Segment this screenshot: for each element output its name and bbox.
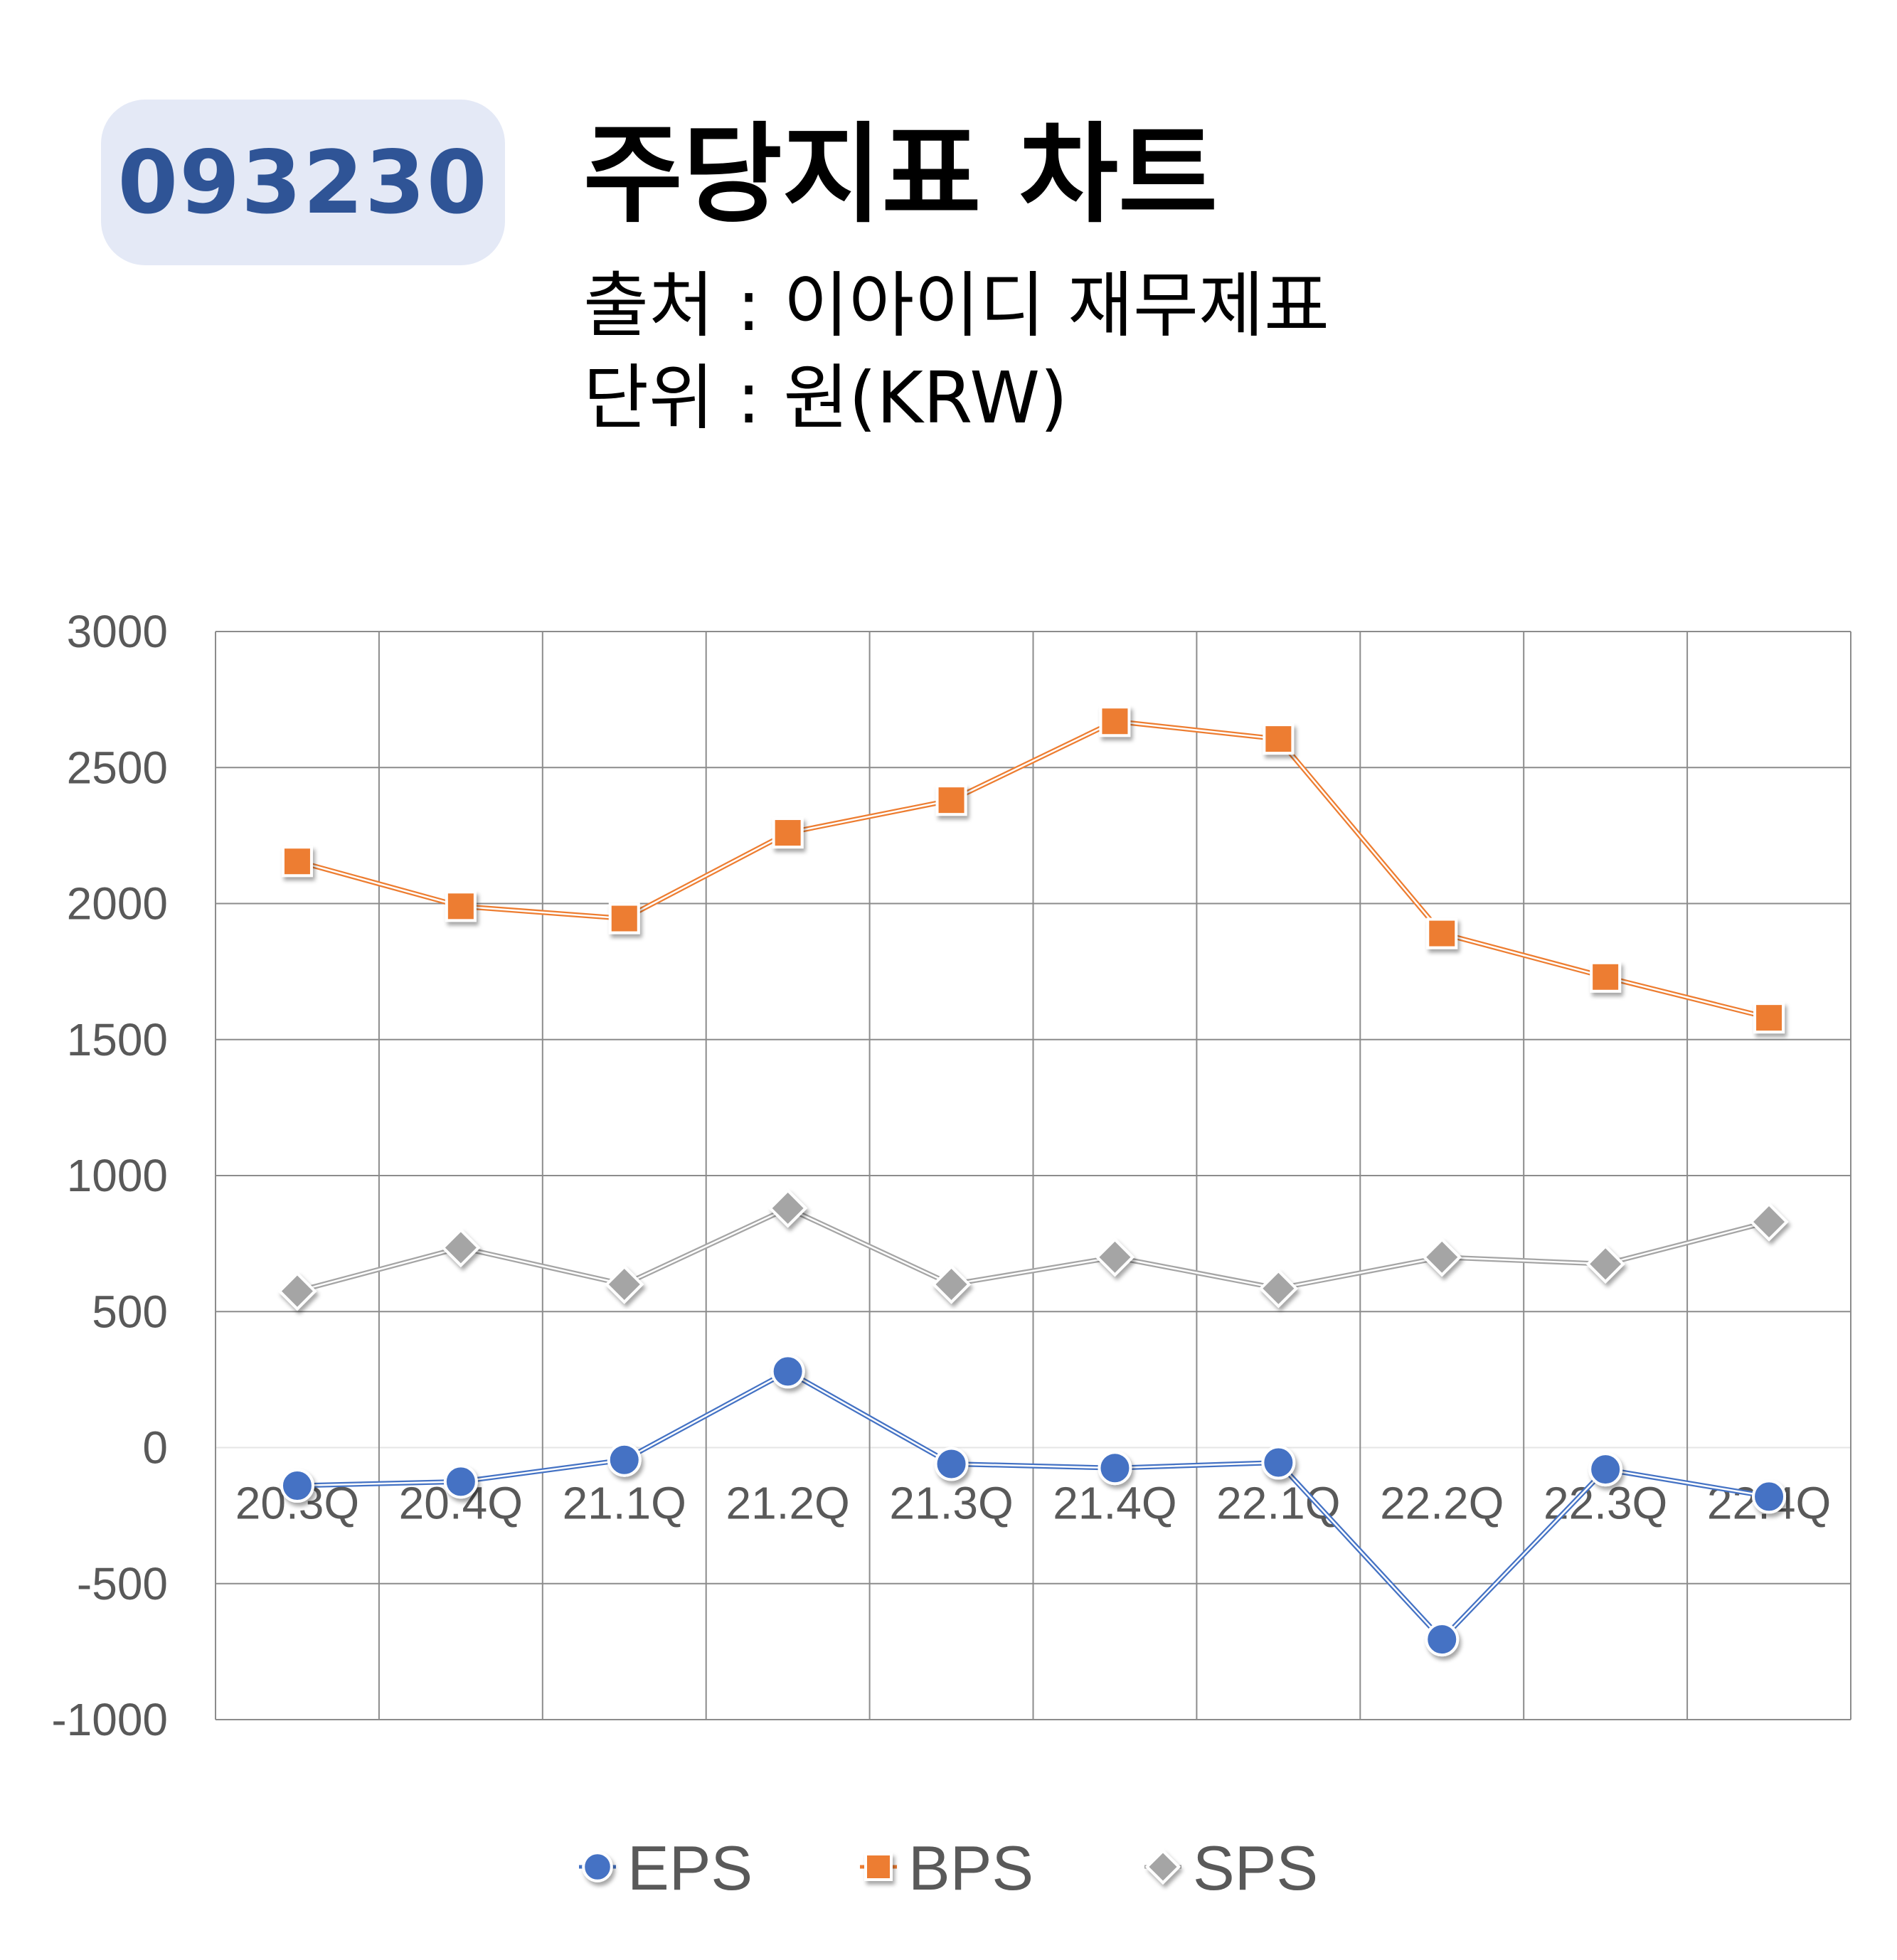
legend-marker: [1144, 1848, 1181, 1885]
y-tick-label: 2000: [67, 878, 168, 930]
legend-marker: [582, 1851, 613, 1882]
legend-item-sps: SPS: [1144, 1833, 1318, 1903]
bps-point: [1099, 705, 1131, 737]
sps-point: [441, 1227, 481, 1267]
ticker-badge: 093230: [101, 100, 505, 265]
eps-point: [770, 1354, 805, 1389]
legend-label: SPS: [1193, 1833, 1318, 1903]
bps-line-inner: [297, 720, 1770, 1019]
source-line: 출처 : 이아이디 재무제표: [583, 264, 1330, 347]
legend: EPS BPS SPS: [579, 1833, 1318, 1903]
sps-point: [1749, 1202, 1789, 1242]
y-tick-label: 1000: [67, 1150, 168, 1201]
legend-item-bps: BPS: [860, 1833, 1033, 1903]
bps-point: [445, 890, 477, 922]
series-bps: [281, 705, 1785, 1034]
legend-label: BPS: [908, 1833, 1033, 1903]
bps-point: [281, 846, 313, 878]
sps-point: [931, 1264, 972, 1304]
bps-point: [1590, 961, 1622, 993]
legend-marker: [864, 1853, 893, 1881]
eps-point: [1752, 1479, 1787, 1514]
y-axis: 3000 2500 2000 1500 1000 500 0 -500 -1000: [51, 606, 168, 1745]
bps-point: [608, 902, 640, 934]
eps-point: [607, 1442, 642, 1477]
sps-point: [1258, 1269, 1298, 1309]
x-tick-label: 22.1Q: [1216, 1478, 1340, 1529]
series-sps: [277, 1188, 1789, 1311]
series-layer: [277, 705, 1789, 1657]
eps-point: [1425, 1622, 1460, 1657]
eps-point: [934, 1447, 969, 1481]
x-tick-label: 21.1Q: [563, 1478, 686, 1529]
sps-point: [605, 1264, 644, 1304]
series-eps: [280, 1354, 1787, 1657]
y-tick-label: 1500: [67, 1014, 168, 1065]
eps-point: [443, 1464, 478, 1499]
y-tick-label: -500: [77, 1558, 168, 1609]
y-tick-label: 500: [92, 1286, 168, 1337]
sps-point: [277, 1271, 317, 1311]
unit-line: 단위 : 원(KRW): [583, 356, 1068, 440]
chart-title: 주당지표 차트: [583, 112, 1218, 238]
legend-item-eps: EPS: [579, 1833, 753, 1903]
x-tick-label: 22.2Q: [1380, 1478, 1504, 1529]
eps-point: [1098, 1451, 1132, 1486]
sps-point: [768, 1188, 808, 1228]
ticker-code: 093230: [117, 132, 489, 233]
x-tick-label: 21.3Q: [889, 1478, 1013, 1529]
y-tick-label: 3000: [67, 606, 168, 657]
eps-point: [280, 1469, 314, 1503]
bps-point: [1263, 723, 1295, 755]
gridlines: [215, 631, 1851, 1720]
sps-line-inner: [297, 1207, 1770, 1292]
eps-point: [1588, 1452, 1623, 1487]
bps-point: [935, 784, 967, 816]
x-tick-label: 21.4Q: [1053, 1478, 1176, 1529]
sps-point: [1585, 1244, 1625, 1284]
sps-point: [1095, 1237, 1135, 1277]
y-tick-label: 2500: [67, 742, 168, 793]
bps-point: [1753, 1002, 1785, 1034]
y-tick-label: 0: [142, 1422, 168, 1474]
x-tick-label: 21.2Q: [726, 1478, 849, 1529]
y-tick-label: -1000: [51, 1694, 168, 1745]
sps-point: [1422, 1237, 1462, 1277]
eps-point: [1261, 1445, 1296, 1480]
bps-point: [1426, 917, 1458, 949]
legend-label: EPS: [627, 1833, 753, 1903]
eps-line-inner: [297, 1370, 1770, 1641]
bps-point: [772, 817, 804, 849]
